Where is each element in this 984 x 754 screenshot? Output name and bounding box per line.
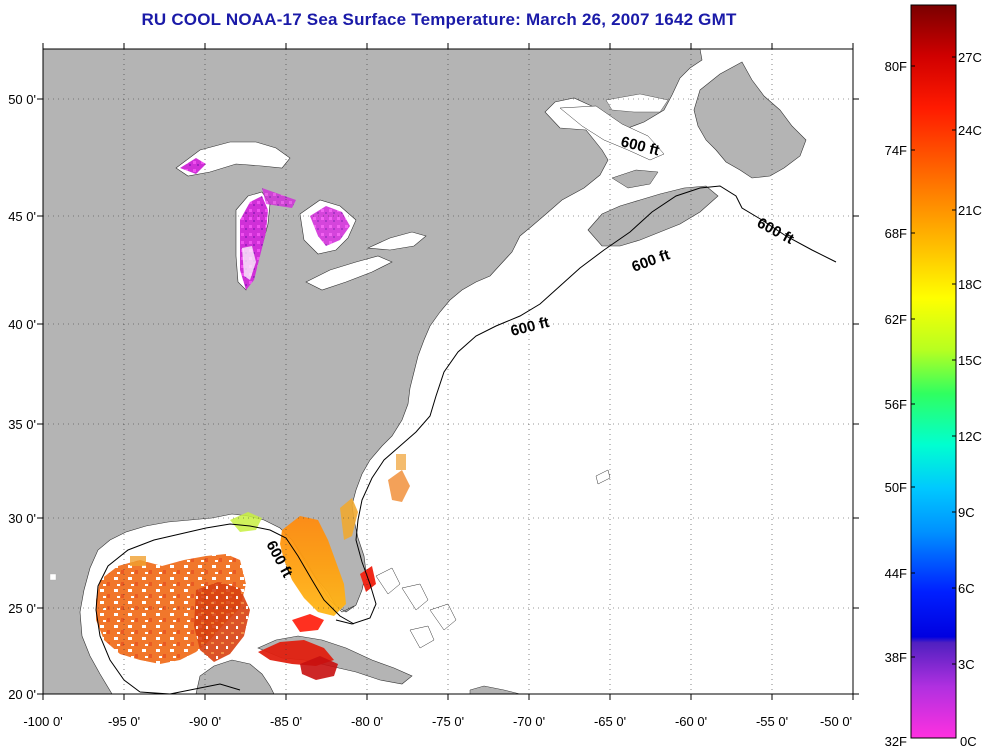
lat-label: 35 0' <box>8 417 36 432</box>
fahrenheit-label: 74F <box>885 143 907 158</box>
lat-label: 45 0' <box>8 209 36 224</box>
lon-label: -65 0' <box>594 714 626 729</box>
celsius-label: 24C <box>958 123 982 138</box>
frame-ticks <box>37 43 859 700</box>
lon-label: -100 0' <box>23 714 62 729</box>
land-pei <box>611 169 659 189</box>
fahrenheit-label: 38F <box>885 650 907 665</box>
fahrenheit-label: 68F <box>885 226 907 241</box>
lon-label: -50 0' <box>820 714 852 729</box>
lat-label: 40 0' <box>8 317 36 332</box>
celsius-label: 27C <box>958 50 982 65</box>
land-hispaniola <box>469 685 521 695</box>
gulf-sst <box>49 454 410 680</box>
celsius-label: 0C <box>960 734 977 749</box>
fahrenheit-label: 44F <box>885 566 907 581</box>
lon-label: -75 0' <box>432 714 464 729</box>
lon-label: -70 0' <box>513 714 545 729</box>
celsius-label: 6C <box>958 581 975 596</box>
lon-label: -60 0' <box>675 714 707 729</box>
lat-label: 50 0' <box>8 92 36 107</box>
celsius-label: 21C <box>958 203 982 218</box>
land-yucatan <box>195 659 275 695</box>
longitude-labels: -100 0' -95 0' -90 0' -85 0' -80 0' -75 … <box>23 714 852 729</box>
fahrenheit-label: 80F <box>885 59 907 74</box>
graticule <box>43 49 853 694</box>
lat-label: 30 0' <box>8 511 36 526</box>
land-north-america <box>42 48 703 695</box>
bathymetry-600ft-contour <box>95 185 837 695</box>
celsius-label: 12C <box>958 429 982 444</box>
lake-huron-sst <box>310 206 350 246</box>
land-newfoundland <box>693 61 807 179</box>
lon-label: -85 0' <box>270 714 302 729</box>
lon-label: -80 0' <box>351 714 383 729</box>
lat-label: 25 0' <box>8 601 36 616</box>
anticosti-water <box>605 93 669 113</box>
map-title: RU COOL NOAA-17 Sea Surface Temperature:… <box>141 10 737 29</box>
lon-label: -95 0' <box>108 714 140 729</box>
bahamas <box>375 469 611 649</box>
lon-label: -90 0' <box>189 714 221 729</box>
latitude-labels: 50 0' 45 0' 40 0' 35 0' 30 0' 25 0' 20 0… <box>8 92 36 702</box>
celsius-label: 9C <box>958 505 975 520</box>
lake-superior-sst <box>180 158 206 174</box>
fahrenheit-label: 62F <box>885 312 907 327</box>
colorbar-ticks <box>911 56 956 665</box>
gulf-st-lawrence <box>559 105 665 161</box>
lake-michigan-gap <box>242 246 256 280</box>
celsius-label: 15C <box>958 353 982 368</box>
celsius-label: 18C <box>958 277 982 292</box>
celsius-label: 3C <box>958 657 975 672</box>
colorbar <box>910 4 957 739</box>
colorbar-celsius-labels: 27C 24C 21C 18C 15C 12C 9C 6C 3C 0C <box>958 50 982 749</box>
fahrenheit-label: 50F <box>885 480 907 495</box>
colorbar-fahrenheit-labels: 80F 74F 68F 62F 56F 50F 44F 38F 32F <box>885 59 907 749</box>
lon-label: -55 0' <box>756 714 788 729</box>
fahrenheit-label: 56F <box>885 397 907 412</box>
straits-sst <box>262 188 296 208</box>
lat-label: 20 0' <box>8 687 36 702</box>
fahrenheit-label: 32F <box>885 734 907 749</box>
